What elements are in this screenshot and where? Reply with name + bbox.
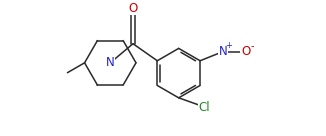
Text: -: - bbox=[250, 42, 254, 52]
Text: N: N bbox=[219, 45, 228, 58]
Text: O: O bbox=[128, 2, 138, 15]
Text: Cl: Cl bbox=[199, 101, 210, 114]
Text: +: + bbox=[225, 41, 231, 50]
Text: O: O bbox=[241, 45, 250, 58]
Text: N: N bbox=[106, 56, 115, 69]
